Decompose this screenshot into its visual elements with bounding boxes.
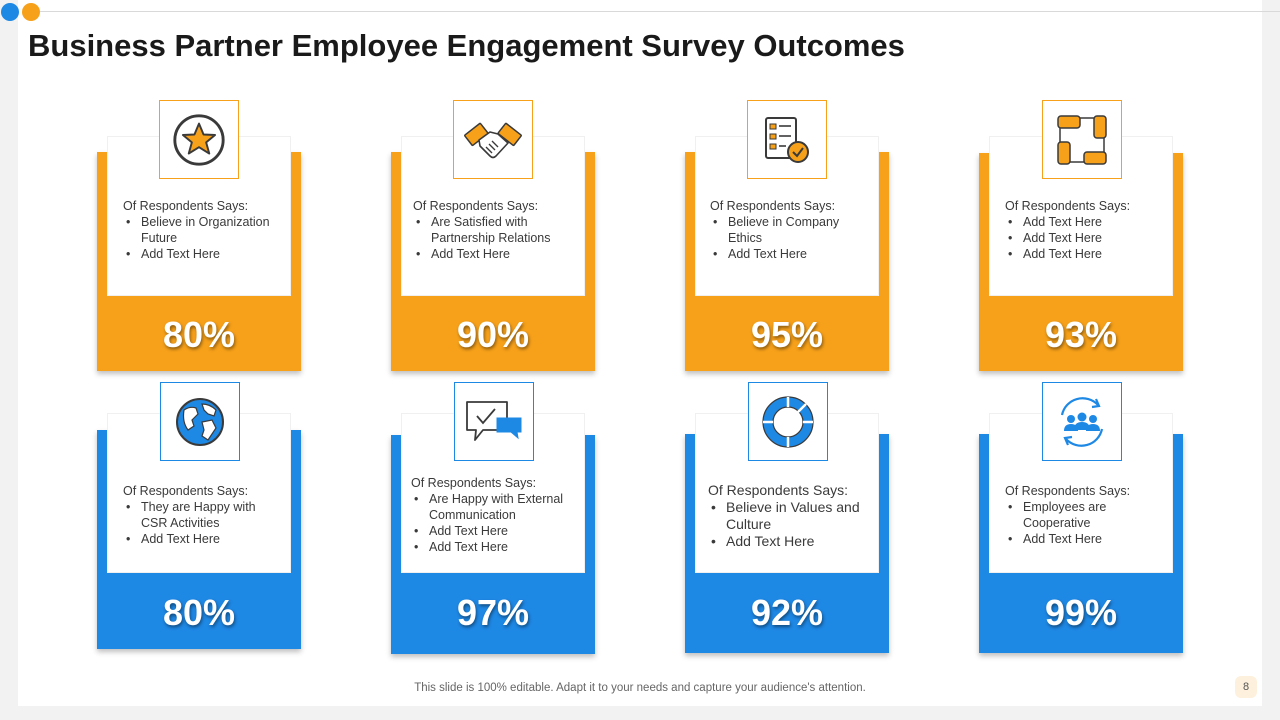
survey-card-8: Of Respondents Says: Employees are Coope… xyxy=(979,382,1183,653)
card-heading: Of Respondents Says: xyxy=(710,199,836,213)
card-bullets: Employees are Cooperative Add Text Here xyxy=(1005,499,1165,547)
card-percentage: 90% xyxy=(456,314,530,355)
checklist-icon xyxy=(765,116,809,163)
card-heading: Of Respondents Says: xyxy=(123,484,249,498)
card-percentage: 80% xyxy=(162,592,236,633)
card-icon-frame xyxy=(748,382,828,461)
card-bullets: Are Satisfied with Partnership Relations… xyxy=(413,214,573,262)
orange-dot-decoration xyxy=(22,3,40,21)
card-heading: Of Respondents Says: xyxy=(1005,484,1131,498)
card-percentage: 99% xyxy=(1044,592,1118,633)
card-text: Of Respondents Says: Believe in Values a… xyxy=(708,482,873,550)
card-heading: Of Respondents Says: xyxy=(123,199,249,213)
card-percentage: 95% xyxy=(750,314,824,355)
card-bullets: Are Happy with External Communication Ad… xyxy=(411,491,581,555)
card-bullet: Add Text Here xyxy=(1005,230,1165,246)
card-text: Of Respondents Says: Believe in Company … xyxy=(710,198,870,262)
card-text: Of Respondents Says: They are Happy with… xyxy=(123,483,283,547)
card-bullet: Add Text Here xyxy=(1005,214,1165,230)
survey-card-1: Of Respondents Says: Believe in Organiza… xyxy=(97,100,301,371)
top-divider xyxy=(40,11,1280,12)
teamwork-hands-icon xyxy=(1057,114,1107,165)
card-icon-frame xyxy=(453,100,533,179)
card-bullet: Add Text Here xyxy=(123,531,283,547)
card-bullet: Add Text Here xyxy=(411,523,581,539)
card-bullets: Believe in Organization Future Add Text … xyxy=(123,214,283,262)
card-heading: Of Respondents Says: xyxy=(413,199,539,213)
team-cycle-icon xyxy=(1060,396,1104,447)
card-percentage: 93% xyxy=(1044,314,1118,355)
card-bullets: Believe in Company Ethics Add Text Here xyxy=(710,214,870,262)
card-percentage: 97% xyxy=(456,592,530,633)
card-text: Of Respondents Says: Are Satisfied with … xyxy=(413,198,573,262)
card-icon-frame xyxy=(1042,382,1122,461)
card-bullet: Add Text Here xyxy=(1005,531,1165,547)
card-bullet: Are Happy with External Communication xyxy=(411,491,581,523)
card-bullet: They are Happy with CSR Activities xyxy=(123,499,283,531)
card-bullets: Believe in Values and Culture Add Text H… xyxy=(708,499,873,550)
card-bullet: Believe in Values and Culture xyxy=(708,499,873,533)
card-text: Of Respondents Says: Are Happy with Exte… xyxy=(411,475,581,555)
survey-card-7: Of Respondents Says: Believe in Values a… xyxy=(685,382,889,653)
card-icon-frame xyxy=(159,100,239,179)
card-icon-frame xyxy=(160,382,240,461)
survey-card-6: Of Respondents Says: Are Happy with Exte… xyxy=(391,382,595,654)
page-title: Business Partner Employee Engagement Sur… xyxy=(28,28,905,63)
card-text: Of Respondents Says: Employees are Coope… xyxy=(1005,483,1165,547)
survey-card-5: Of Respondents Says: They are Happy with… xyxy=(97,382,301,649)
card-heading: Of Respondents Says: xyxy=(1005,199,1131,213)
card-bullet: Are Satisfied with Partnership Relations xyxy=(413,214,573,246)
card-text: Of Respondents Says: Believe in Organiza… xyxy=(123,198,283,262)
card-bullet: Add Text Here xyxy=(413,246,573,262)
card-bullet: Employees are Cooperative xyxy=(1005,499,1165,531)
card-bullet: Add Text Here xyxy=(710,246,870,262)
card-bullet: Add Text Here xyxy=(411,539,581,555)
card-bullet: Add Text Here xyxy=(1005,246,1165,262)
blue-dot-decoration xyxy=(1,3,19,21)
card-bullet: Add Text Here xyxy=(708,533,873,550)
handshake-icon xyxy=(464,122,522,158)
card-percentage: 80% xyxy=(162,314,236,355)
survey-card-2: Of Respondents Says: Are Satisfied with … xyxy=(391,100,595,371)
survey-card-3: Of Respondents Says: Believe in Company … xyxy=(685,100,889,371)
survey-card-4: Of Respondents Says: Add Text Here Add T… xyxy=(979,100,1183,371)
card-heading: Of Respondents Says: xyxy=(708,482,849,498)
card-icon-frame xyxy=(747,100,827,179)
card-bullet: Add Text Here xyxy=(123,246,283,262)
card-text: Of Respondents Says: Add Text Here Add T… xyxy=(1005,198,1165,262)
card-bullets: They are Happy with CSR Activities Add T… xyxy=(123,499,283,547)
card-bullets: Add Text Here Add Text Here Add Text Her… xyxy=(1005,214,1165,262)
chat-bubbles-icon xyxy=(466,400,522,441)
globe-icon xyxy=(176,397,224,446)
star-icon xyxy=(173,113,225,166)
card-heading: Of Respondents Says: xyxy=(411,476,537,490)
card-bullet: Believe in Organization Future xyxy=(123,214,283,246)
donut-chart-icon xyxy=(762,395,814,448)
card-bullet: Believe in Company Ethics xyxy=(710,214,870,246)
card-icon-frame xyxy=(454,382,534,461)
page-number: 8 xyxy=(1235,676,1257,698)
card-percentage: 92% xyxy=(750,592,824,633)
card-icon-frame xyxy=(1042,100,1122,179)
footer-note: This slide is 100% editable. Adapt it to… xyxy=(414,682,866,694)
